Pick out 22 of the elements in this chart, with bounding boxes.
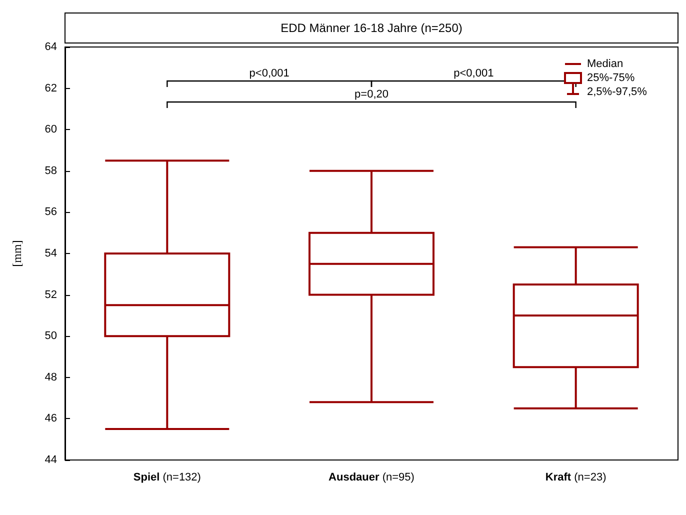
annotation: p=0,20 <box>354 88 388 100</box>
x-tick-label: Spiel (n=132) <box>133 472 201 484</box>
annotation: 2,5%-97,5% <box>587 86 648 98</box>
annotation: 25%-75% <box>587 72 635 84</box>
x-tick-label: Kraft (n=23) <box>545 472 606 484</box>
y-tick-label: 46 <box>44 412 57 425</box>
y-tick-label: 60 <box>44 124 57 136</box>
y-tick-label: 62 <box>44 82 57 94</box>
annotation: p<0,001 <box>454 68 494 80</box>
y-tick-label: 50 <box>44 330 57 342</box>
annotation: Median <box>587 58 624 70</box>
y-tick-label: 48 <box>44 371 57 384</box>
y-tick-label: 64 <box>44 41 57 53</box>
y-tick-label: 58 <box>44 164 57 177</box>
chart-title: EDD Männer 16-18 Jahre (n=250) <box>280 21 462 35</box>
annotation: p<0,001 <box>249 68 290 80</box>
y-tick-label: 54 <box>44 248 57 260</box>
y-tick-label: 44 <box>44 454 57 466</box>
y-axis-title: [mm] <box>10 240 24 267</box>
y-tick-label: 56 <box>44 206 57 218</box>
x-tick-label: Ausdauer (n=95) <box>328 472 414 484</box>
y-tick-label: 52 <box>44 288 57 301</box>
